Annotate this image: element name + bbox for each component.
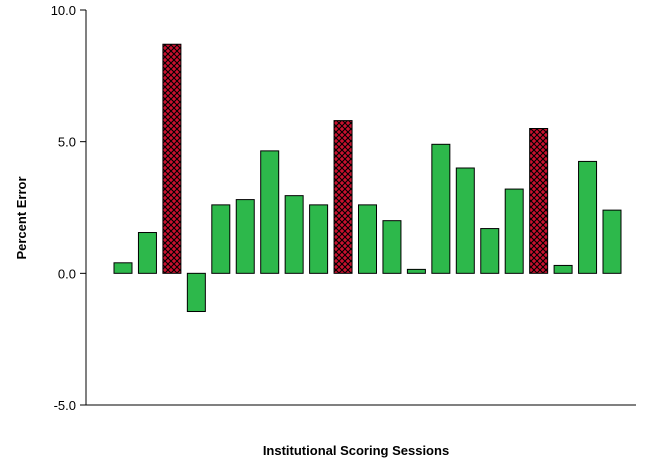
bars-group [113, 43, 622, 313]
bar [431, 143, 451, 274]
bar [235, 199, 255, 274]
y-tick-label: 10.0 [51, 3, 76, 18]
x-axis-label: Institutional Scoring Sessions [263, 443, 449, 458]
bar [480, 228, 500, 274]
y-tick-label: -5.0 [54, 398, 76, 413]
bar [284, 195, 304, 274]
y-tick-label: 5.0 [58, 135, 76, 150]
bar [504, 188, 524, 274]
axes [85, 10, 636, 406]
bar [186, 272, 206, 313]
bar [382, 220, 402, 274]
bar [406, 268, 426, 274]
bar-highlighted [162, 43, 182, 274]
bar [137, 232, 157, 274]
bar [578, 160, 598, 274]
bar [309, 204, 329, 274]
bar [260, 150, 280, 274]
bar [358, 204, 377, 274]
bar-highlighted [529, 128, 549, 274]
y-axis-ticks: 10.0 5.0 0.0 -5.0 [51, 3, 86, 413]
y-tick-label: 0.0 [58, 266, 76, 281]
bar-highlighted [333, 120, 353, 274]
bar [602, 209, 622, 274]
bar [455, 167, 475, 274]
bar [553, 264, 573, 274]
bar [211, 204, 231, 274]
bar [113, 262, 133, 274]
y-axis-label: Percent Error [14, 176, 29, 259]
